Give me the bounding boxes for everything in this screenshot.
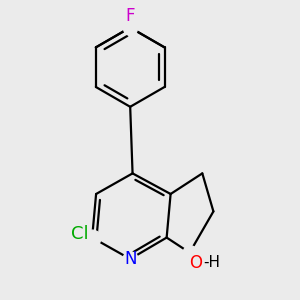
- Text: -H: -H: [203, 255, 220, 270]
- Text: F: F: [125, 8, 135, 26]
- Text: O: O: [190, 254, 202, 272]
- Text: Cl: Cl: [70, 225, 88, 243]
- Text: N: N: [124, 250, 136, 268]
